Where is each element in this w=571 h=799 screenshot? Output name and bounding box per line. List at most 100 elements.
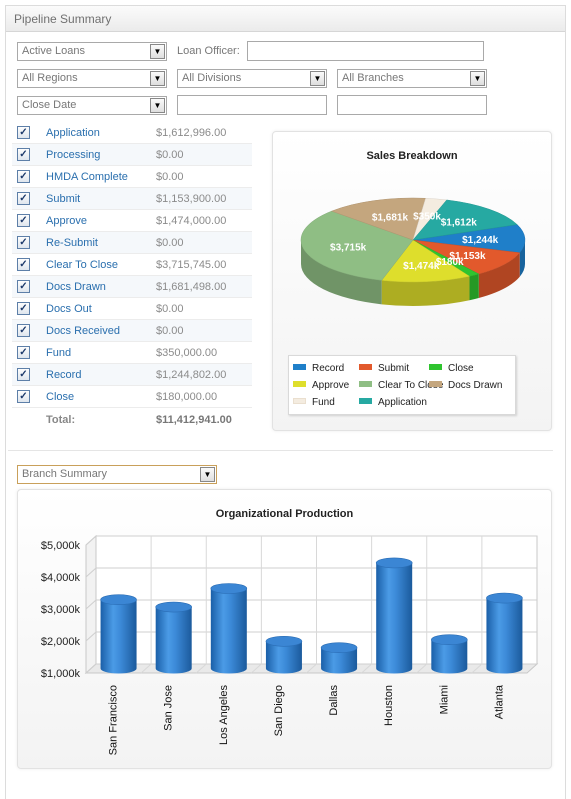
- status-name-link[interactable]: Approve: [46, 215, 87, 227]
- legend-label: Fund: [312, 397, 335, 408]
- legend-swatch: [359, 398, 372, 404]
- pie-data-label: $1,681k: [372, 212, 409, 223]
- status-checkbox[interactable]: ✓: [17, 280, 30, 293]
- status-checkbox[interactable]: ✓: [17, 258, 30, 271]
- loan-officer-input[interactable]: [247, 41, 484, 61]
- x-tick-label: Dallas: [328, 685, 340, 716]
- status-name-link[interactable]: Processing: [46, 149, 101, 161]
- status-name-link[interactable]: Clear To Close: [46, 259, 118, 271]
- bar: [155, 607, 192, 674]
- pie-data-label: $3,715k: [330, 243, 367, 254]
- status-amount: $0.00: [156, 149, 184, 161]
- legend-swatch: [359, 381, 372, 387]
- legend-swatch: [293, 381, 306, 387]
- status-name-link[interactable]: Docs Drawn: [46, 281, 106, 293]
- pie-chart: $1,244k $1,153k$180k$1,474k $3,715k $1,681k…: [300, 197, 526, 306]
- regions-select[interactable]: All Regions ▼: [17, 69, 167, 88]
- gridline: [85, 599, 97, 610]
- legend-item: Clear To Close: [359, 380, 443, 391]
- y-tick-label: $4,000k: [41, 572, 81, 584]
- summary-type-select[interactable]: Branch Summary ▼: [17, 465, 217, 484]
- legend-label: Application: [378, 397, 427, 408]
- pie-slice: [300, 210, 414, 281]
- status-checkbox[interactable]: ✓: [17, 214, 30, 227]
- x-tick-label: San Jose: [163, 685, 175, 731]
- total-label: Total:: [46, 414, 76, 426]
- status-checkbox[interactable]: ✓: [17, 302, 30, 315]
- pie-legend: Record Submit Close Approve Clear To Close Do…: [288, 355, 516, 415]
- status-row: ✓ HMDA Complete $0.00: [12, 166, 252, 188]
- status-checkbox[interactable]: ✓: [17, 368, 30, 381]
- bar-cap: [155, 601, 192, 613]
- status-checkbox[interactable]: ✓: [17, 148, 30, 161]
- status-row: ✓ Docs Drawn $1,681,498.00: [12, 276, 252, 298]
- status-row: ✓ Docs Out $0.00: [12, 298, 252, 320]
- x-tick-label: Atlanta: [493, 684, 505, 719]
- status-checkbox[interactable]: ✓: [17, 324, 30, 337]
- status-checkbox[interactable]: ✓: [17, 390, 30, 403]
- pie-slice: [412, 239, 521, 275]
- legend-label: Docs Drawn: [448, 380, 503, 391]
- legend-label: Approve: [312, 380, 350, 391]
- status-name-link[interactable]: Docs Received: [46, 325, 120, 337]
- date-type-select[interactable]: Close Date ▼: [17, 96, 167, 115]
- bar: [431, 639, 468, 674]
- legend-item: Fund: [293, 397, 335, 408]
- section-divider: [8, 450, 553, 451]
- pie-slice: [381, 239, 471, 283]
- legend-item: Approve: [293, 380, 349, 391]
- bar-chart: $1,000k $2,000k $3,000k $4,000k $5,000k San F…: [41, 534, 539, 755]
- summary-type-value: Branch Summary: [22, 468, 107, 480]
- status-name-link[interactable]: Record: [46, 369, 82, 381]
- status-amount: $0.00: [156, 171, 184, 183]
- status-name-link[interactable]: Submit: [46, 193, 81, 205]
- status-row: ✓ Docs Received $0.00: [12, 320, 252, 342]
- legend-item: Docs Drawn: [429, 380, 502, 391]
- status-row: ✓ Fund $350,000.00: [12, 342, 252, 364]
- date-to-input[interactable]: [337, 95, 487, 115]
- divisions-value: All Divisions: [182, 72, 242, 84]
- status-name-link[interactable]: Application: [46, 127, 100, 139]
- gridline: [416, 663, 428, 674]
- status-amount: $0.00: [156, 325, 184, 337]
- bar-cap: [320, 642, 358, 653]
- legend-swatch: [359, 364, 372, 370]
- date-from-input[interactable]: [177, 95, 327, 115]
- x-tick-label: San Francisco: [108, 685, 120, 755]
- status-checkbox[interactable]: ✓: [17, 170, 30, 183]
- legend-swatch: [429, 364, 442, 370]
- status-name-link[interactable]: Re-Submit: [46, 237, 98, 249]
- status-checkbox[interactable]: ✓: [17, 126, 30, 139]
- status-name-link[interactable]: Fund: [46, 347, 72, 359]
- bar-cap: [100, 594, 137, 605]
- status-row: ✓ Processing $0.00: [12, 144, 252, 166]
- status-checkbox[interactable]: ✓: [17, 192, 30, 205]
- bar-chart-title: Organizational Production: [215, 508, 354, 520]
- chevron-down-icon: ▼: [200, 467, 215, 482]
- pie-slice: [412, 224, 526, 254]
- total-row: Total: $11,412,941.00: [12, 408, 252, 430]
- sales-breakdown-panel: Sales Breakdown $1,244k $1,153k $180k $1,47…: [272, 131, 552, 431]
- status-row: ✓ Approve $1,474,000.00: [12, 210, 252, 232]
- gridline: [85, 535, 97, 546]
- pie-slice-side: [478, 252, 520, 298]
- y-tick-label: $5,000k: [41, 540, 81, 552]
- divisions-select[interactable]: All Divisions ▼: [177, 69, 327, 88]
- status-amount: $0.00: [156, 303, 184, 315]
- status-amount: $3,715,745.00: [156, 259, 227, 271]
- pie-chart-title: Sales Breakdown: [366, 150, 458, 162]
- chevron-down-icon: ▼: [150, 98, 165, 113]
- branches-select[interactable]: All Branches ▼: [337, 69, 487, 88]
- loan-type-select[interactable]: Active Loans ▼: [17, 42, 167, 61]
- status-checkbox[interactable]: ✓: [17, 346, 30, 359]
- status-amount: $1,244,802.00: [156, 369, 227, 381]
- status-name-link[interactable]: Docs Out: [46, 303, 92, 315]
- legend-item: Application: [359, 397, 427, 408]
- production-panel: Organizational Production $1,000k $2,000k…: [17, 489, 552, 769]
- bar-cap: [210, 583, 248, 594]
- status-name-link[interactable]: Close: [46, 391, 75, 403]
- gridline: [140, 663, 152, 674]
- status-checkbox[interactable]: ✓: [17, 236, 30, 249]
- status-name-link[interactable]: HMDA Complete: [46, 171, 128, 183]
- status-amount: $350,000.00: [156, 347, 218, 359]
